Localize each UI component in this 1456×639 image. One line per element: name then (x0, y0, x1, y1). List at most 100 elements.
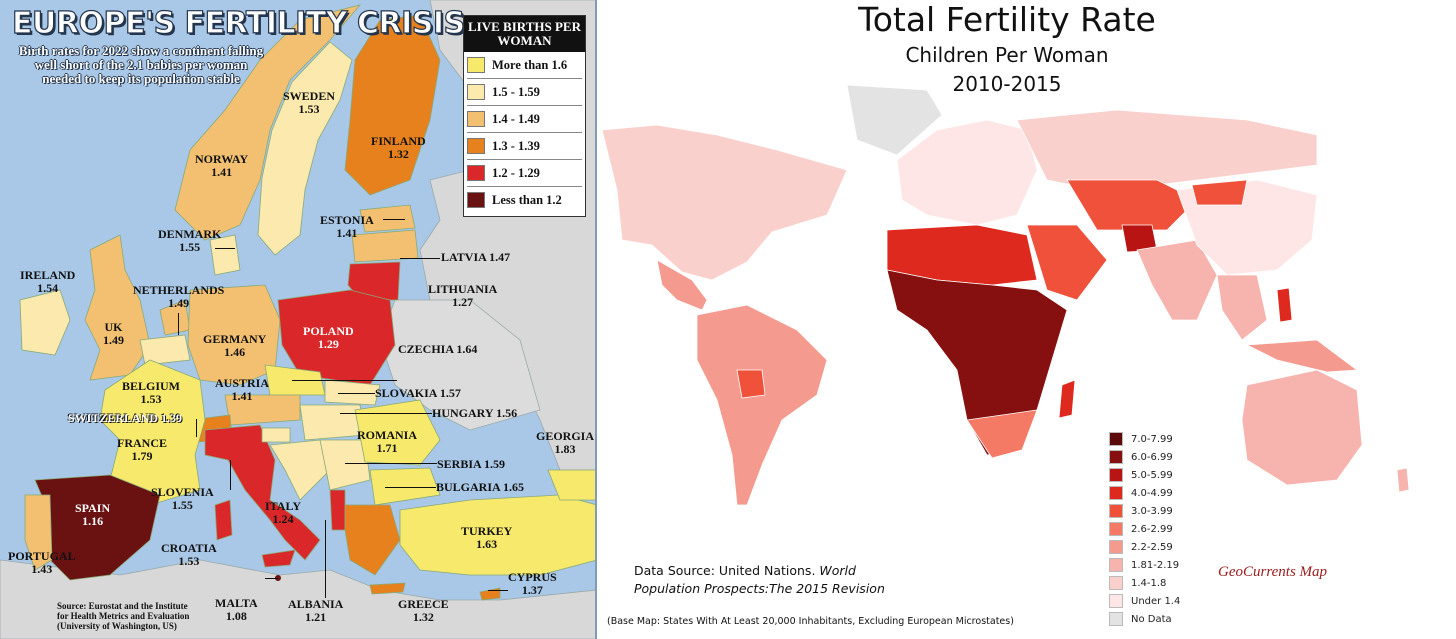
legend-label: 2.2-2.59 (1131, 541, 1173, 553)
label-uk: UK 1.49 (103, 320, 124, 347)
legend-label: No Data (1131, 613, 1172, 625)
legend-swatch (467, 57, 485, 73)
turkey-shape (399, 494, 595, 576)
serbia-shape (319, 439, 371, 491)
world-legend-item: 2.2-2.59 (1109, 538, 1180, 556)
legend-swatch (467, 111, 485, 127)
germany-shape (187, 284, 281, 386)
label-turkey: TURKEY 1.63 (461, 524, 513, 551)
label-malta: MALTA 1.08 (215, 596, 258, 623)
legend-label: 4.0-4.99 (1131, 487, 1173, 499)
legend-swatch (1109, 540, 1123, 554)
label-finland: FINLAND 1.32 (371, 134, 426, 161)
label-sweden: SWEDEN 1.53 (283, 89, 336, 116)
crete-shape (369, 582, 406, 595)
leader-line (215, 248, 235, 249)
base-map-note: (Base Map: States With At Least 20,000 I… (607, 616, 1014, 627)
world-legend-item: No Data (1109, 610, 1180, 628)
central-asia-shape (1066, 179, 1198, 231)
label-poland: POLAND 1.29 (303, 324, 354, 351)
legend-swatch (467, 138, 485, 154)
leader-line (265, 578, 278, 579)
data-source: Data Source: United Nations. World Popul… (634, 563, 885, 596)
slovakia-shape (324, 379, 381, 406)
leader-line (178, 313, 179, 335)
label-hungary: HUNGARY 1.56 (432, 406, 518, 420)
indonesia-shape (1245, 339, 1359, 373)
leader-line (383, 219, 405, 220)
label-france: FRANCE 1.79 (117, 436, 167, 463)
central-america-shape (656, 259, 708, 311)
italy-shape (204, 424, 321, 561)
france-shape (99, 359, 206, 506)
label-spain: SPAIN 1.16 (75, 501, 111, 528)
sicily-shape (261, 549, 296, 568)
europe-title: EUROPE'S FERTILITY CRISIS (11, 5, 465, 41)
world-legend-item: 1.4-1.8 (1109, 574, 1180, 592)
europe-legend-item: 1.2 - 1.29 (467, 159, 582, 186)
legend-label: 3.0-3.99 (1131, 505, 1173, 517)
label-georgia: GEORGIA 1.83 (536, 429, 595, 456)
legend-swatch (1109, 504, 1123, 518)
legend-label: Under 1.4 (1131, 595, 1181, 607)
label-netherlands: NETHERLANDS 1.49 (133, 283, 225, 310)
legend-label: 1.4 - 1.49 (492, 111, 540, 126)
label-ireland: IRELAND 1.54 (20, 268, 76, 295)
leader-line (230, 460, 231, 490)
romania-shape (354, 399, 441, 466)
europe-legend-item: 1.5 - 1.59 (467, 78, 582, 105)
new-zealand-shape (1396, 467, 1410, 493)
madagascar-shape (1058, 379, 1076, 419)
label-romania: ROMANIA 1.71 (357, 428, 417, 455)
estonia-shape (359, 204, 416, 233)
label-greece: GREECE 1.32 (398, 597, 449, 624)
label-cyprus: CYPRUS 1.37 (508, 570, 557, 597)
sardinia-shape (214, 499, 233, 541)
southeast-asia-shape (1216, 274, 1268, 341)
legend-label: 2.6-2.99 (1131, 523, 1173, 535)
albania-shape (329, 489, 346, 531)
greece-shape (344, 504, 401, 576)
legend-label: 1.3 - 1.39 (492, 138, 540, 153)
label-serbia: SERBIA 1.59 (437, 457, 506, 471)
leader-line (340, 413, 432, 414)
label-lithuania: LITHUANIA 1.27 (428, 282, 498, 309)
belgium-shape (139, 334, 191, 366)
world-legend-item: 1.81-2.19 (1109, 556, 1180, 574)
world-legend-item: 6.0-6.99 (1109, 448, 1180, 466)
world-subtitle: Children Per Woman (905, 43, 1109, 67)
leader-line (292, 380, 397, 381)
legend-label: 1.4-1.8 (1131, 577, 1167, 589)
world-period: 2010-2015 (952, 72, 1062, 96)
legend-swatch (467, 192, 485, 208)
europe-shape (896, 119, 1038, 226)
world-title: Total Fertility Rate (858, 0, 1156, 39)
europe-legend-heading: LIVE BIRTHS PER WOMAN (464, 16, 585, 52)
label-albania: ALBANIA 1.21 (288, 597, 344, 624)
leader-line (400, 258, 440, 259)
europe-legend-item: 1.4 - 1.49 (467, 105, 582, 132)
label-bulgaria: BULGARIA 1.65 (436, 480, 525, 494)
label-estonia: ESTONIA 1.41 (320, 213, 374, 240)
poland-shape (277, 289, 396, 386)
legend-label: More than 1.6 (492, 57, 568, 72)
southern-africa-shape (966, 409, 1038, 459)
label-austria: AUSTRIA 1.41 (215, 376, 270, 403)
south-america-shape (696, 304, 828, 506)
legend-label: 6.0-6.99 (1131, 451, 1173, 463)
world-legend-item: 4.0-4.99 (1109, 484, 1180, 502)
middle-east-shape (1026, 224, 1108, 301)
ireland-shape (19, 289, 71, 356)
europe-legend-item: 1.3 - 1.39 (467, 132, 582, 159)
world-legend-item: Under 1.4 (1109, 592, 1180, 610)
malta-shape (275, 575, 281, 581)
legend-label: 1.2 - 1.29 (492, 165, 540, 180)
legend-swatch (467, 165, 485, 181)
legend-swatch (1109, 486, 1123, 500)
denmark-shape (209, 234, 241, 276)
europe-legend: LIVE BIRTHS PER WOMAN More than 1.6 1.5 -… (463, 15, 586, 217)
legend-swatch (1109, 522, 1123, 536)
label-denmark: DENMARK 1.55 (158, 227, 222, 254)
australia-shape (1241, 369, 1363, 486)
world-legend-item: 5.0-5.99 (1109, 466, 1180, 484)
